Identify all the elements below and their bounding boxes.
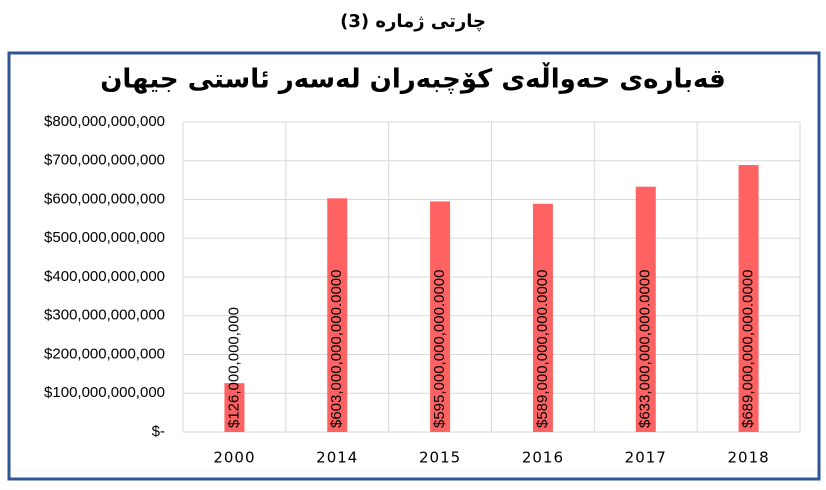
x-tick-label: 2016	[522, 449, 564, 467]
bar	[430, 201, 451, 432]
x-tick-label: 2000	[213, 449, 255, 467]
value-label: $633,000,000,000.0000	[637, 270, 654, 429]
y-tick-label: $600,000,000,000	[44, 190, 165, 207]
value-label: $589,000,000,000.0000	[534, 270, 551, 429]
y-tick-label: $200,000,000,000	[44, 345, 165, 362]
chart-frame	[7, 51, 821, 481]
x-tick-label: 2014	[316, 449, 358, 467]
chart-title: قەبارەی حەواڵەی کۆچبەران لەسەر ئاستی جیه…	[100, 63, 726, 95]
x-tick-label: 2017	[625, 449, 667, 467]
y-tick-label: $100,000,000,000	[44, 384, 165, 401]
value-label: $595,000,000,000.0000	[431, 269, 448, 428]
y-tick-label: $300,000,000,000	[44, 307, 165, 324]
value-label: $603,000,000,000.0000	[328, 270, 345, 429]
bar	[327, 198, 348, 432]
y-tick-label: $-	[152, 423, 165, 440]
bar	[532, 203, 553, 432]
y-tick-label: $800,000,000,000	[44, 113, 165, 130]
y-tick-label: $500,000,000,000	[44, 229, 165, 246]
bar	[224, 383, 245, 432]
x-tick-label: 2018	[727, 449, 769, 467]
bar	[635, 186, 656, 432]
value-label: $126,000,000,000	[225, 307, 242, 428]
x-tick-label: 2015	[419, 449, 461, 467]
y-tick-label: $400,000,000,000	[44, 268, 165, 285]
y-tick-label: $700,000,000,000	[44, 152, 165, 169]
bar	[738, 165, 759, 432]
value-label: $689,000,000,000.0000	[740, 270, 757, 429]
page-heading: چارتی ژمارە (3)	[340, 11, 486, 32]
